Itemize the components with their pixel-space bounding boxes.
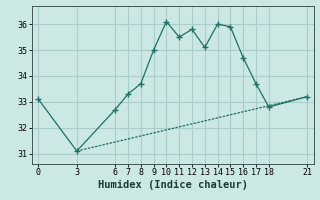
X-axis label: Humidex (Indice chaleur): Humidex (Indice chaleur) xyxy=(98,180,248,190)
